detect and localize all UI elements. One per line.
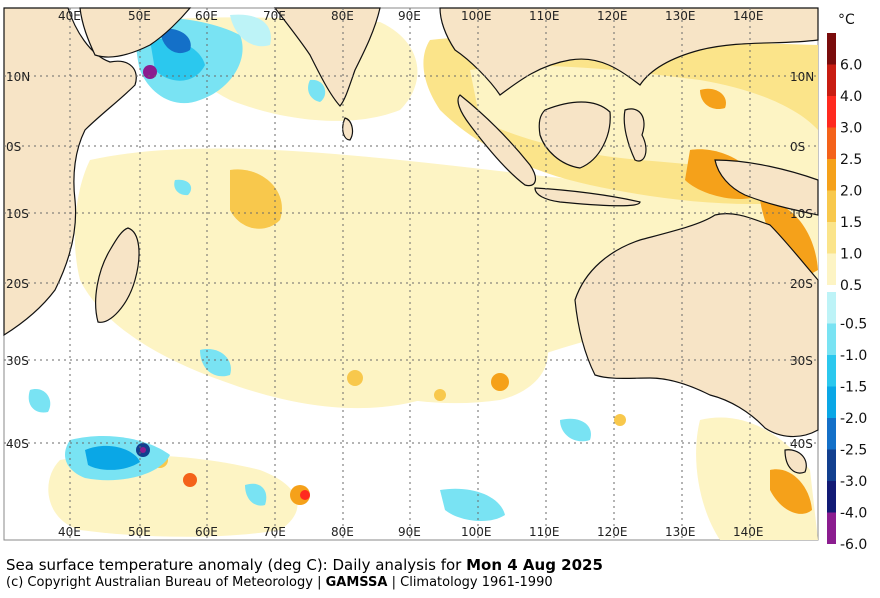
lat-tick-right: 20S: [790, 277, 813, 291]
cold-anomaly-fields: [28, 14, 700, 522]
colorbar-tick-label: 0.5: [840, 278, 862, 294]
lon-tick-top: 60E: [195, 9, 218, 23]
colorbar-tick-label: -4.0: [840, 506, 867, 522]
colorbar-swatch: [827, 33, 836, 65]
india-land: [273, 7, 381, 107]
lat-ticks-right: 10N 0S 10S 20S 30S 40S: [790, 70, 814, 451]
colorbar-tick-label: 1.5: [840, 215, 862, 231]
lat-ticks-left: 10N 0S 10S 20S 30S 40S: [6, 70, 30, 451]
lon-tick-bottom: 90E: [398, 525, 421, 539]
colorbar-tick-label: -2.5: [840, 443, 867, 459]
lat-tick-right: 10N: [790, 70, 814, 84]
caption-climatology: | Climatology 1961-1990: [387, 575, 553, 590]
sst-anomaly-map: 40E 50E 60E 70E 80E 90E 100E 110E 120E 1…: [3, 7, 867, 550]
lat-tick-right: 40S: [790, 437, 813, 451]
caption-gamssa: GAMSSA: [325, 575, 388, 590]
colorbar-swatch: [827, 253, 836, 285]
lon-tick-top: 120E: [597, 9, 628, 23]
colorbar-tick-label: 2.5: [840, 152, 862, 168]
lon-tick-bottom: 120E: [597, 525, 628, 539]
lat-tick-left: 30S: [6, 354, 29, 368]
sri-lanka-land: [342, 117, 354, 141]
colorbar-swatch: [827, 355, 836, 387]
colorbar-swatch: [827, 323, 836, 355]
lon-ticks-top: 40E 50E 60E 70E 80E 90E 100E 110E 120E 1…: [58, 9, 764, 23]
colorbar-swatch: [827, 96, 836, 128]
lon-tick-top: 110E: [529, 9, 560, 23]
colorbar-tick-label: -1.0: [840, 348, 867, 364]
lon-tick-top: 90E: [398, 9, 421, 23]
sulawesi-land: [623, 108, 647, 162]
colorbar-tick-label: 3.0: [840, 121, 862, 137]
caption-title: Sea surface temperature anomaly (deg C):…: [6, 556, 603, 574]
tasmania-land: [784, 449, 807, 474]
colorbar: °C 6.0 4.0 3.0 2.5 2.0 1.5 1.0 0.5 -0.5 -1.0 -1.5…: [827, 12, 867, 550]
lon-tick-bottom: 140E: [733, 525, 764, 539]
lon-tick-bottom: 60E: [195, 525, 218, 539]
colorbar-swatch: [827, 159, 836, 191]
lon-tick-bottom: 100E: [461, 525, 492, 539]
caption-copyright-prefix: (c) Copyright Australian Bureau of Meteo…: [6, 575, 326, 590]
colorbar-negative: -0.5 -1.0 -1.5 -2.0 -2.5 -3.0 -4.0 -6.0: [827, 292, 867, 550]
lon-tick-bottom: 40E: [58, 525, 81, 539]
caption-date: Mon 4 Aug 2025: [466, 556, 603, 574]
colorbar-tick-label: 1.0: [840, 247, 862, 263]
lon-tick-bottom: 80E: [331, 525, 354, 539]
lon-tick-top: 130E: [665, 9, 696, 23]
new-guinea-land: [714, 159, 819, 216]
colorbar-unit: °C: [838, 12, 855, 28]
colorbar-swatch: [827, 449, 836, 481]
colorbar-swatch: [827, 222, 836, 254]
colorbar-tick-label: -0.5: [840, 317, 867, 333]
graticule: [4, 8, 818, 540]
lat-tick-left: 0S: [6, 140, 21, 154]
australia-land: [574, 213, 819, 438]
lon-tick-top: 100E: [461, 9, 492, 23]
lon-tick-bottom: 50E: [128, 525, 151, 539]
lat-tick-right: 10S: [790, 207, 813, 221]
colorbar-swatch: [827, 127, 836, 159]
colorbar-tick-label: -1.5: [840, 380, 867, 396]
madagascar-land: [95, 227, 140, 323]
lat-tick-left: 10S: [6, 207, 29, 221]
lon-tick-top: 140E: [733, 9, 764, 23]
colorbar-tick-label: 2.0: [840, 184, 862, 200]
lon-tick-top: 40E: [58, 9, 81, 23]
colorbar-swatch: [827, 512, 836, 544]
caption-title-text: Sea surface temperature anomaly (deg C):…: [6, 556, 467, 574]
lon-tick-top: 70E: [263, 9, 286, 23]
colorbar-tick-label: -3.0: [840, 474, 867, 490]
colorbar-positive: 6.0 4.0 3.0 2.5 2.0 1.5 1.0 0.5: [827, 33, 862, 294]
lat-tick-left: 10N: [6, 70, 30, 84]
sumatra-land: [457, 94, 537, 187]
colorbar-tick-label: -6.0: [840, 537, 867, 550]
colorbar-tick-label: -2.0: [840, 411, 867, 427]
colorbar-swatch: [827, 418, 836, 450]
lat-tick-left: 40S: [6, 437, 29, 451]
lat-tick-right: 0S: [790, 140, 805, 154]
colorbar-swatch: [827, 292, 836, 324]
colorbar-swatch: [827, 64, 836, 96]
colorbar-swatch: [827, 481, 836, 513]
colorbar-tick-label: 4.0: [840, 89, 862, 105]
lon-tick-bottom: 130E: [665, 525, 696, 539]
southeast-asia-land: [439, 7, 819, 96]
lon-ticks-bottom: 40E 50E 60E 70E 80E 90E 100E 110E 120E 1…: [58, 525, 764, 539]
arabia-land: [79, 7, 192, 58]
lon-tick-top: 80E: [331, 9, 354, 23]
lon-tick-top: 50E: [128, 9, 151, 23]
colorbar-swatch: [827, 386, 836, 418]
lat-tick-left: 20S: [6, 277, 29, 291]
colorbar-tick-label: 6.0: [840, 58, 862, 74]
caption-copyright: (c) Copyright Australian Bureau of Meteo…: [6, 575, 553, 590]
lon-tick-bottom: 110E: [529, 525, 560, 539]
colorbar-swatch: [827, 190, 836, 222]
lat-tick-right: 30S: [790, 354, 813, 368]
lon-tick-bottom: 70E: [263, 525, 286, 539]
borneo-land: [538, 101, 611, 169]
